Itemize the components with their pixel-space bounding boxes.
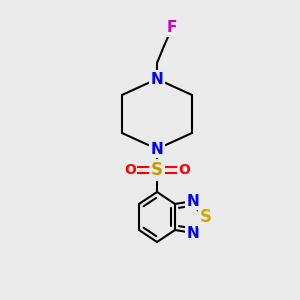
Text: N: N — [151, 142, 164, 157]
Text: O: O — [124, 163, 136, 177]
Text: N: N — [151, 71, 164, 86]
Text: N: N — [187, 226, 200, 241]
Text: S: S — [200, 208, 212, 226]
Text: O: O — [178, 163, 190, 177]
Text: N: N — [187, 194, 200, 208]
Text: F: F — [167, 20, 177, 35]
Text: S: S — [151, 161, 163, 179]
